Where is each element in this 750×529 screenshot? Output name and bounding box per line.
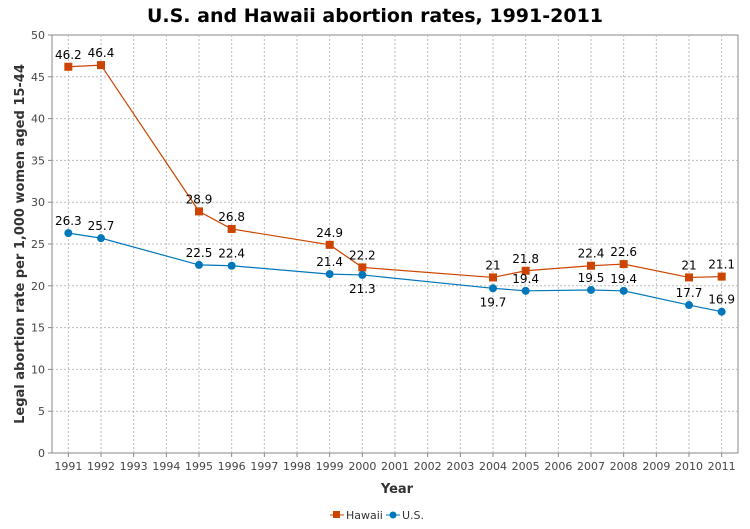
data-point <box>717 307 726 316</box>
y-tick-label: 25 <box>31 238 45 251</box>
data-point <box>587 285 595 294</box>
data-label: 19.5 <box>578 271 605 285</box>
data-label: 46.4 <box>88 46 115 60</box>
data-label: 19.7 <box>480 295 507 309</box>
x-tick-label: 2010 <box>675 460 703 473</box>
data-point <box>64 229 73 238</box>
chart-title: U.S. and Hawaii abortion rates, 1991-201… <box>147 5 603 27</box>
data-label: 17.7 <box>676 286 703 300</box>
data-label: 16.9 <box>708 293 735 307</box>
data-point <box>358 270 367 279</box>
x-tick-label: 2007 <box>577 460 605 473</box>
data-label: 19.4 <box>512 272 539 286</box>
y-tick-label: 30 <box>31 196 45 209</box>
data-label: 22.2 <box>349 248 376 262</box>
data-label: 21 <box>681 258 696 272</box>
series-line-us <box>68 232 722 313</box>
x-tick-label: 1992 <box>87 460 115 473</box>
data-point <box>521 286 530 295</box>
data-point <box>97 61 105 70</box>
x-tick-label: 1999 <box>316 460 344 473</box>
x-tick-label: 1996 <box>218 460 246 473</box>
x-tick-label: 1997 <box>250 460 278 473</box>
legend-marker <box>333 511 340 518</box>
y-tick-label: 20 <box>31 280 45 293</box>
data-point <box>619 286 628 295</box>
x-tick-label: 2005 <box>512 460 540 473</box>
y-tick-label: 10 <box>31 363 45 376</box>
data-label: 21.1 <box>708 258 735 272</box>
x-tick-label: 1993 <box>120 460 148 473</box>
x-tick-label: 2002 <box>414 460 442 473</box>
data-point <box>619 260 628 269</box>
x-tick-label: 2011 <box>708 460 736 473</box>
data-point <box>358 263 367 272</box>
legend-marker <box>389 511 397 519</box>
data-point <box>325 240 334 249</box>
x-tick-label: 1994 <box>152 460 180 473</box>
data-label: 46.2 <box>55 48 82 62</box>
data-label: 21.8 <box>512 252 539 266</box>
data-point <box>64 62 73 71</box>
data-point <box>587 261 595 270</box>
x-tick-label: 1991 <box>54 460 82 473</box>
x-tick-label: 1995 <box>185 460 213 473</box>
data-label: 22.4 <box>218 247 245 261</box>
data-label: 28.9 <box>186 192 213 206</box>
data-point <box>717 272 726 281</box>
data-label: 26.8 <box>218 210 245 224</box>
data-label: 26.3 <box>55 214 82 228</box>
data-label: 19.4 <box>610 272 637 286</box>
x-axis-label: Year <box>380 482 414 497</box>
data-point <box>521 266 530 275</box>
data-point <box>195 207 203 216</box>
data-point <box>97 234 105 243</box>
y-axis-label: Legal abortion rate per 1,000 women aged… <box>13 64 28 424</box>
legend-label: U.S. <box>402 509 424 522</box>
data-point <box>489 284 497 293</box>
y-tick-label: 45 <box>31 71 45 84</box>
x-tick-label: 2003 <box>446 460 474 473</box>
data-point <box>227 224 236 233</box>
data-label: 22.6 <box>610 245 637 259</box>
data-label: 21.4 <box>316 255 343 269</box>
x-tick-label: 2001 <box>381 460 409 473</box>
y-tick-label: 5 <box>38 405 45 418</box>
data-point <box>489 273 497 282</box>
x-tick-label: 2006 <box>544 460 572 473</box>
data-label: 25.7 <box>88 219 115 233</box>
y-tick-label: 50 <box>31 29 45 42</box>
data-label: 22.5 <box>186 246 213 260</box>
data-point <box>325 270 334 279</box>
y-tick-label: 35 <box>31 154 45 167</box>
y-tick-label: 0 <box>38 447 45 460</box>
x-tick-label: 2000 <box>348 460 376 473</box>
data-label: 22.4 <box>578 247 605 261</box>
data-point <box>195 260 203 269</box>
data-label: 21.3 <box>349 282 376 296</box>
data-point <box>685 273 693 282</box>
series-line-hawaii <box>68 64 722 279</box>
x-tick-label: 2004 <box>479 460 507 473</box>
data-point <box>685 301 693 310</box>
data-label: 21 <box>485 258 500 272</box>
x-tick-label: 2009 <box>642 460 670 473</box>
legend: Hawaii U.S. <box>330 509 424 522</box>
y-tick-label: 15 <box>31 322 45 335</box>
x-tick-label: 2008 <box>610 460 638 473</box>
data-label: 24.9 <box>316 226 343 240</box>
y-tick-label: 40 <box>31 113 45 126</box>
legend-label: Hawaii <box>346 509 383 522</box>
data-point <box>227 261 236 270</box>
x-tick-label: 1998 <box>283 460 311 473</box>
